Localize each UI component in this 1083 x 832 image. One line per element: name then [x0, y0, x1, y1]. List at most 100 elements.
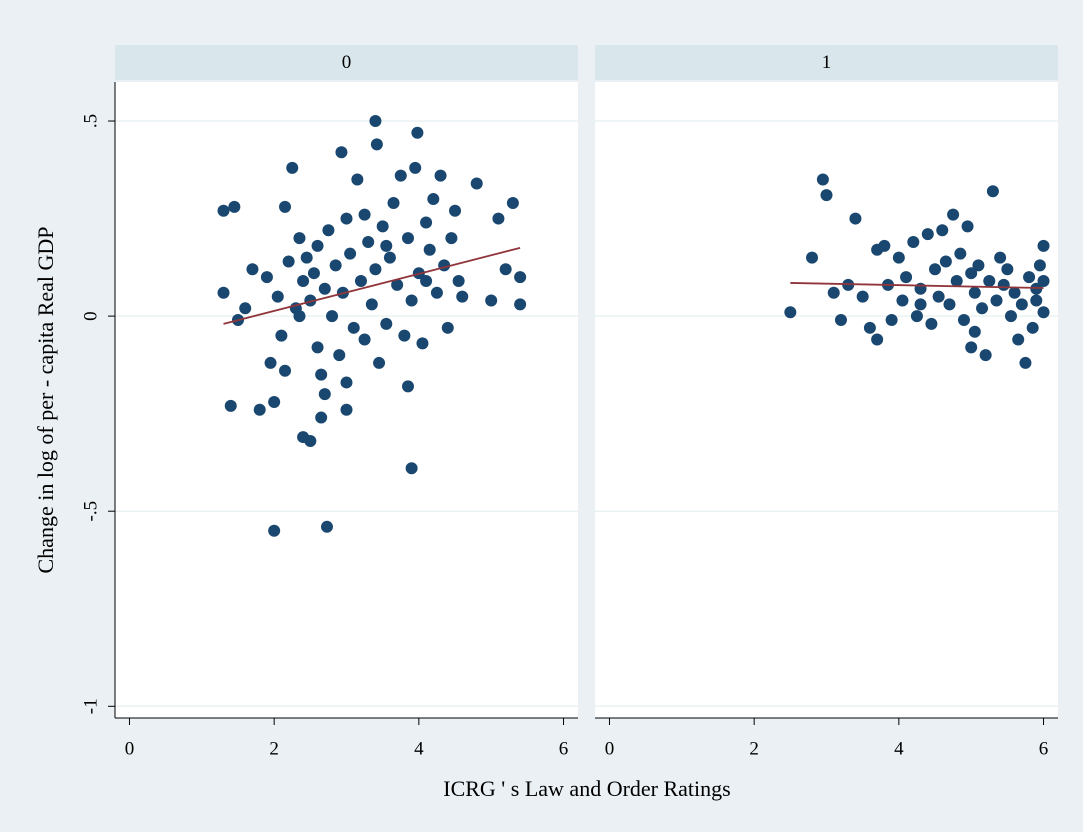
point [1019, 356, 1032, 369]
point [997, 278, 1010, 291]
point [246, 263, 259, 276]
point [264, 356, 277, 369]
point [929, 263, 942, 276]
point [344, 247, 357, 260]
point [925, 317, 938, 330]
point [217, 204, 230, 217]
point [239, 302, 252, 315]
point [986, 185, 999, 198]
point [849, 212, 862, 225]
point [968, 286, 981, 299]
point [1037, 239, 1050, 252]
point [1008, 286, 1021, 299]
point [340, 212, 353, 225]
point [420, 216, 433, 229]
point [939, 255, 952, 268]
point [943, 298, 956, 311]
point [470, 177, 483, 190]
x-axis-label: ICRG ' s Law and Order Ratings [443, 776, 730, 801]
point [380, 239, 393, 252]
point [354, 274, 367, 287]
point [892, 251, 905, 264]
point [304, 294, 317, 307]
point [961, 220, 974, 233]
point [452, 274, 465, 287]
point [318, 388, 331, 401]
point [268, 395, 281, 408]
point [224, 399, 237, 412]
point [351, 173, 364, 186]
point [994, 251, 1007, 264]
point [1023, 271, 1036, 284]
panel-header [595, 45, 1058, 80]
point [1037, 274, 1050, 287]
point [383, 251, 396, 264]
point [293, 232, 306, 245]
point [253, 403, 266, 416]
point [968, 325, 981, 338]
point [373, 356, 386, 369]
point [983, 274, 996, 287]
y-tick-label: .5 [80, 114, 101, 128]
point [329, 259, 342, 272]
x-tick-label: 2 [749, 738, 759, 759]
point [358, 208, 371, 221]
point [1001, 263, 1014, 276]
point [369, 263, 382, 276]
point [387, 196, 400, 209]
fit-line [790, 282, 1044, 289]
point [1012, 333, 1025, 346]
point [315, 368, 328, 381]
point [506, 196, 519, 209]
point [423, 243, 436, 256]
point [340, 376, 353, 389]
x-tick-label: 6 [1039, 738, 1049, 759]
point [420, 274, 433, 287]
point [936, 224, 949, 237]
x-tick-label: 0 [125, 738, 135, 759]
point [907, 235, 920, 248]
x-tick-label: 6 [559, 738, 569, 759]
point [972, 259, 985, 272]
plot-area [115, 82, 578, 718]
point [300, 251, 313, 264]
point [362, 235, 375, 248]
panel-title: 0 [342, 52, 352, 73]
point [380, 317, 393, 330]
point [485, 294, 498, 307]
point [326, 310, 339, 323]
point [947, 208, 960, 221]
point [275, 329, 288, 342]
point [322, 224, 335, 237]
point [297, 274, 310, 287]
y-tick-label: -1 [80, 698, 101, 714]
point [514, 271, 527, 284]
panel-title: 1 [822, 52, 832, 73]
point [492, 212, 505, 225]
point [816, 173, 829, 186]
point [260, 271, 273, 284]
point [896, 294, 909, 307]
point [1015, 298, 1028, 311]
x-tick-label: 4 [414, 738, 424, 759]
point [401, 380, 414, 393]
point [409, 161, 422, 174]
point [279, 200, 292, 213]
point [1026, 321, 1039, 334]
point [416, 337, 429, 350]
point [871, 333, 884, 346]
point [370, 138, 383, 151]
point [863, 321, 876, 334]
point [411, 126, 424, 139]
point [398, 329, 411, 342]
point [347, 321, 360, 334]
point [965, 341, 978, 354]
point [391, 278, 404, 291]
fit-line [223, 246, 521, 325]
point [340, 403, 353, 416]
y-tick-label: -.5 [80, 501, 101, 522]
point [827, 286, 840, 299]
point [950, 274, 963, 287]
point [434, 169, 447, 182]
